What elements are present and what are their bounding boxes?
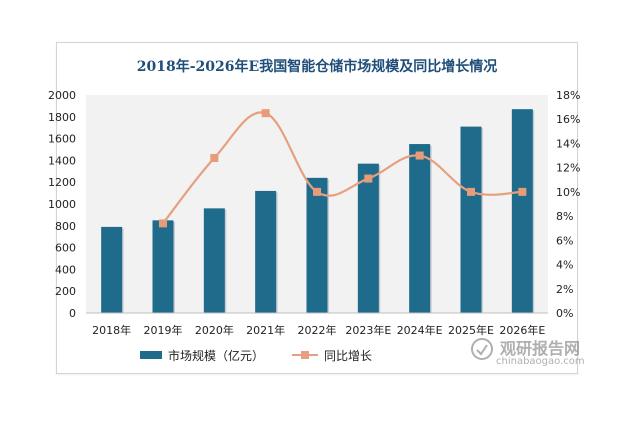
legend-item-yoy-growth: 同比增长 — [292, 347, 372, 364]
x-axis-tick-label: 2025年E — [448, 323, 494, 337]
x-axis-tick-label: 2021年 — [246, 323, 285, 337]
watermark-logo-icon — [471, 338, 493, 360]
right-axis-tick-label: 4% — [556, 259, 573, 272]
legend-label-yoy-growth: 同比增长 — [324, 348, 373, 363]
watermark-main-text: 观研报告网 — [500, 339, 581, 358]
x-axis-tick-label: 2026年E — [499, 323, 545, 337]
bar — [101, 226, 123, 313]
right-axis-tick-label: 16% — [556, 113, 580, 126]
left-axis-tick-label: 200 — [55, 285, 76, 298]
left-axis-tick-label: 400 — [55, 263, 76, 276]
chart-title: 2018年-2026年E我国智能仓储市场规模及同比增长情况 — [136, 59, 498, 75]
left-axis-tick-label: 1800 — [48, 111, 76, 124]
right-axis-tick-label: 10% — [556, 186, 580, 199]
bar — [203, 208, 225, 313]
left-axis-tick-label: 2000 — [48, 89, 76, 102]
growth-point — [415, 151, 424, 160]
x-axis-tick-label: 2022年 — [298, 323, 337, 337]
watermark-sub-text: chinabaogao.com — [496, 356, 585, 367]
bar — [255, 190, 277, 313]
left-axis-tick-label: 1400 — [48, 154, 76, 167]
x-axis-tick-label: 2019年 — [144, 323, 183, 337]
right-axis-tick-label: 12% — [556, 162, 580, 175]
growth-point — [467, 187, 475, 196]
left-axis-tick-label: 800 — [55, 220, 76, 233]
left-axis-tick-label: 1000 — [48, 198, 76, 211]
right-axis-tick-label: 2% — [556, 283, 573, 296]
watermark: 观研报告网 chinabaogao.com — [470, 335, 620, 381]
growth-point — [261, 109, 270, 118]
legend-label-market-size: 市场规模（亿元） — [168, 348, 265, 363]
left-axis-tick-label: 0 — [69, 307, 76, 320]
left-axis-tick-label: 600 — [55, 242, 76, 255]
right-axis-tick-label: 8% — [556, 210, 573, 223]
x-axis-tick-label: 2020年 — [195, 323, 234, 337]
bar — [152, 220, 174, 313]
legend-bar-swatch — [140, 351, 162, 359]
left-axis-tick-label: 1200 — [48, 176, 76, 189]
growth-point — [159, 219, 167, 228]
x-axis-tick-label: 2023年E — [345, 323, 391, 337]
legend: 市场规模（亿元） 同比增长 — [140, 345, 540, 365]
x-axis-tick-label: 2018年 — [92, 323, 131, 337]
right-axis-tick-label: 18% — [556, 89, 580, 102]
right-axis-tick-label: 0% — [556, 307, 573, 320]
right-axis-tick-label: 14% — [556, 137, 580, 150]
bar — [409, 144, 431, 313]
bar — [511, 109, 533, 313]
bar — [306, 177, 328, 313]
growth-point — [518, 187, 527, 196]
growth-point — [364, 174, 373, 183]
growth-point — [313, 187, 321, 196]
growth-point — [210, 153, 219, 162]
bar — [460, 126, 482, 313]
legend-item-market-size: 市场规模（亿元） — [140, 347, 264, 364]
legend-line-swatch — [292, 350, 319, 360]
right-axis-tick-label: 6% — [556, 234, 573, 247]
left-axis-tick-label: 1600 — [48, 133, 76, 146]
bar — [357, 163, 379, 313]
x-axis-tick-label: 2024年E — [397, 323, 443, 337]
